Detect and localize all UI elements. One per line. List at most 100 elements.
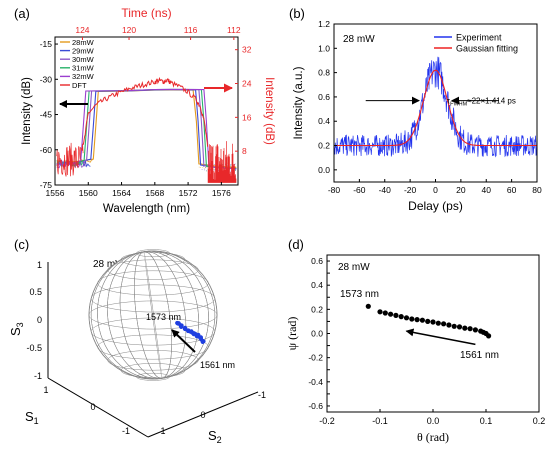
s2-axis-line — [147, 391, 259, 438]
legend-label: 32mW — [72, 72, 95, 81]
sop-point — [200, 339, 205, 344]
data-point — [377, 309, 383, 315]
fwhm-tau: τ — [447, 97, 451, 106]
panel-b-axes: -80 -60 -40 -20 0 20 40 60 80 Delay (ps) 0.0 0.2 0.4… — [293, 19, 542, 213]
s2-axis-name: S — [208, 428, 217, 443]
y-left-tick-label: -30 — [40, 74, 53, 84]
y-axis-label: Intensity (a.u.) — [293, 66, 305, 139]
fwhm-text: τFWHM≈22×1.414 ps — [447, 97, 516, 108]
s3-axis-label: S3 — [8, 322, 25, 336]
y-right-tick-label: 16 — [242, 112, 252, 122]
y-left-tick-label: -75 — [40, 180, 53, 190]
panel-c-arrow — [171, 329, 196, 353]
y-right-tick-label: 32 — [242, 45, 252, 55]
data-point — [441, 321, 447, 327]
panel-d-arrow — [405, 328, 476, 346]
legend-label: Experiment — [456, 33, 502, 43]
data-point — [462, 325, 468, 331]
y-tick-label: 0.3 — [311, 292, 323, 302]
legend-label: 29mW — [72, 46, 95, 55]
y-tick-label: -0.4 — [308, 377, 323, 387]
fwhm-value: ≈22×1.414 ps — [467, 97, 516, 106]
s2-tick-label: 1 — [160, 426, 165, 436]
x-tick-label: -20 — [404, 185, 417, 195]
s3-tick-label: 1 — [37, 260, 42, 270]
y-tick-label: 0.6 — [318, 92, 330, 102]
sop-point — [183, 325, 188, 330]
panel-d-end-label: 1561 nm — [460, 350, 499, 361]
x-tick-label: 60 — [507, 185, 517, 195]
x-tick-label: 1572 — [179, 188, 198, 198]
data-point — [365, 303, 371, 309]
data-point — [393, 312, 399, 318]
y-tick-label: -0.6 — [308, 401, 323, 411]
x-tick-label: 0.2 — [533, 416, 546, 426]
x-tick-label: 0.1 — [480, 416, 493, 426]
panel-d-label: (d) — [288, 237, 304, 252]
y-tick-label: 0.0 — [311, 329, 323, 339]
panel-a-frame — [54, 36, 239, 186]
poincare-sphere — [88, 249, 218, 381]
y-tick-label: 1.0 — [318, 43, 330, 53]
x-tick-label: 20 — [456, 185, 466, 195]
top-tick-label: 120 — [122, 25, 136, 35]
dft-noise-floor — [56, 141, 237, 183]
x-tick-label: 1556 — [46, 188, 65, 198]
x-tick-label: 80 — [532, 185, 542, 195]
x-axis-label: θ (rad) — [417, 430, 449, 444]
panel-a: (a) 1556 1560 1564 1568 1572 1576 Wavelength (… — [14, 6, 275, 215]
s1-axis-sub: 1 — [34, 416, 39, 426]
x-tick-label: -60 — [353, 185, 366, 195]
y-tick-label: 0.6 — [311, 256, 323, 266]
s3-tick-label: -1 — [34, 371, 42, 381]
s1-tick-label: -1 — [122, 426, 130, 436]
x-tick-label: 0.0 — [427, 416, 440, 426]
panel-c-start-label: 1573 nm — [146, 312, 181, 322]
x-tick-label: 1568 — [145, 188, 164, 198]
x-tick-label: 1564 — [112, 188, 131, 198]
y-tick-label: 0.8 — [318, 68, 330, 78]
s3-tick-label: 0.5 — [29, 287, 42, 297]
s1-axis-line — [47, 377, 149, 438]
data-point — [409, 316, 415, 322]
y-tick-label: 0.2 — [311, 304, 323, 314]
panel-c-end-label: 1561 nm — [200, 360, 235, 370]
legend-label: Gaussian fitting — [456, 44, 518, 54]
series-gaussian-fitting — [334, 69, 537, 147]
x-axis-label: Delay (ps) — [408, 199, 463, 213]
panel-c: (c) 28 mW 1573 nm 1561 nm 10.50-0.5-110-… — [8, 237, 266, 445]
data-point — [414, 317, 420, 323]
y-left-tick-label: -15 — [40, 39, 53, 49]
x-tick-label: 1576 — [212, 188, 231, 198]
sop-trace — [175, 320, 206, 344]
y-left-label: Intensity (dB) — [21, 77, 33, 145]
panel-a-axes: 1556 1560 1564 1568 1572 1576 Wavelength (nm) 1… — [21, 6, 275, 215]
data-point — [472, 327, 478, 333]
legend-label: DFT — [72, 81, 87, 90]
panel-c-label: (c) — [14, 237, 29, 252]
x-tick-label: 0 — [433, 185, 438, 195]
series-dft — [82, 76, 209, 147]
y-tick-label: 0.2 — [318, 141, 330, 151]
data-point — [419, 317, 425, 323]
top-tick-label: 116 — [184, 25, 198, 35]
panel-b-label: (b) — [289, 6, 305, 21]
panel-a-series — [56, 76, 237, 183]
y-tick-label: -0.1 — [308, 341, 323, 351]
y-tick-label: 0.0 — [318, 165, 330, 175]
y-tick-label: 0.4 — [318, 116, 330, 126]
y-tick-label: 1.2 — [318, 19, 330, 29]
x-axis-label: Wavelength (nm) — [103, 203, 190, 215]
y-axis-label: ψ (rad) — [285, 317, 299, 351]
data-point — [388, 311, 394, 317]
x-tick-label: 1560 — [79, 188, 98, 198]
panel-a-label: (a) — [14, 6, 30, 21]
s1-axis-label: S1 — [25, 409, 39, 426]
top-axis-label: Time (ns) — [121, 6, 171, 20]
x-tick-label: -0.1 — [372, 416, 388, 426]
panel-d-axes: -0.2 -0.1 0.0 0.1 0.2 θ (rad) 0.6 0.5 0.4 0.3 0.2 0… — [285, 256, 545, 444]
